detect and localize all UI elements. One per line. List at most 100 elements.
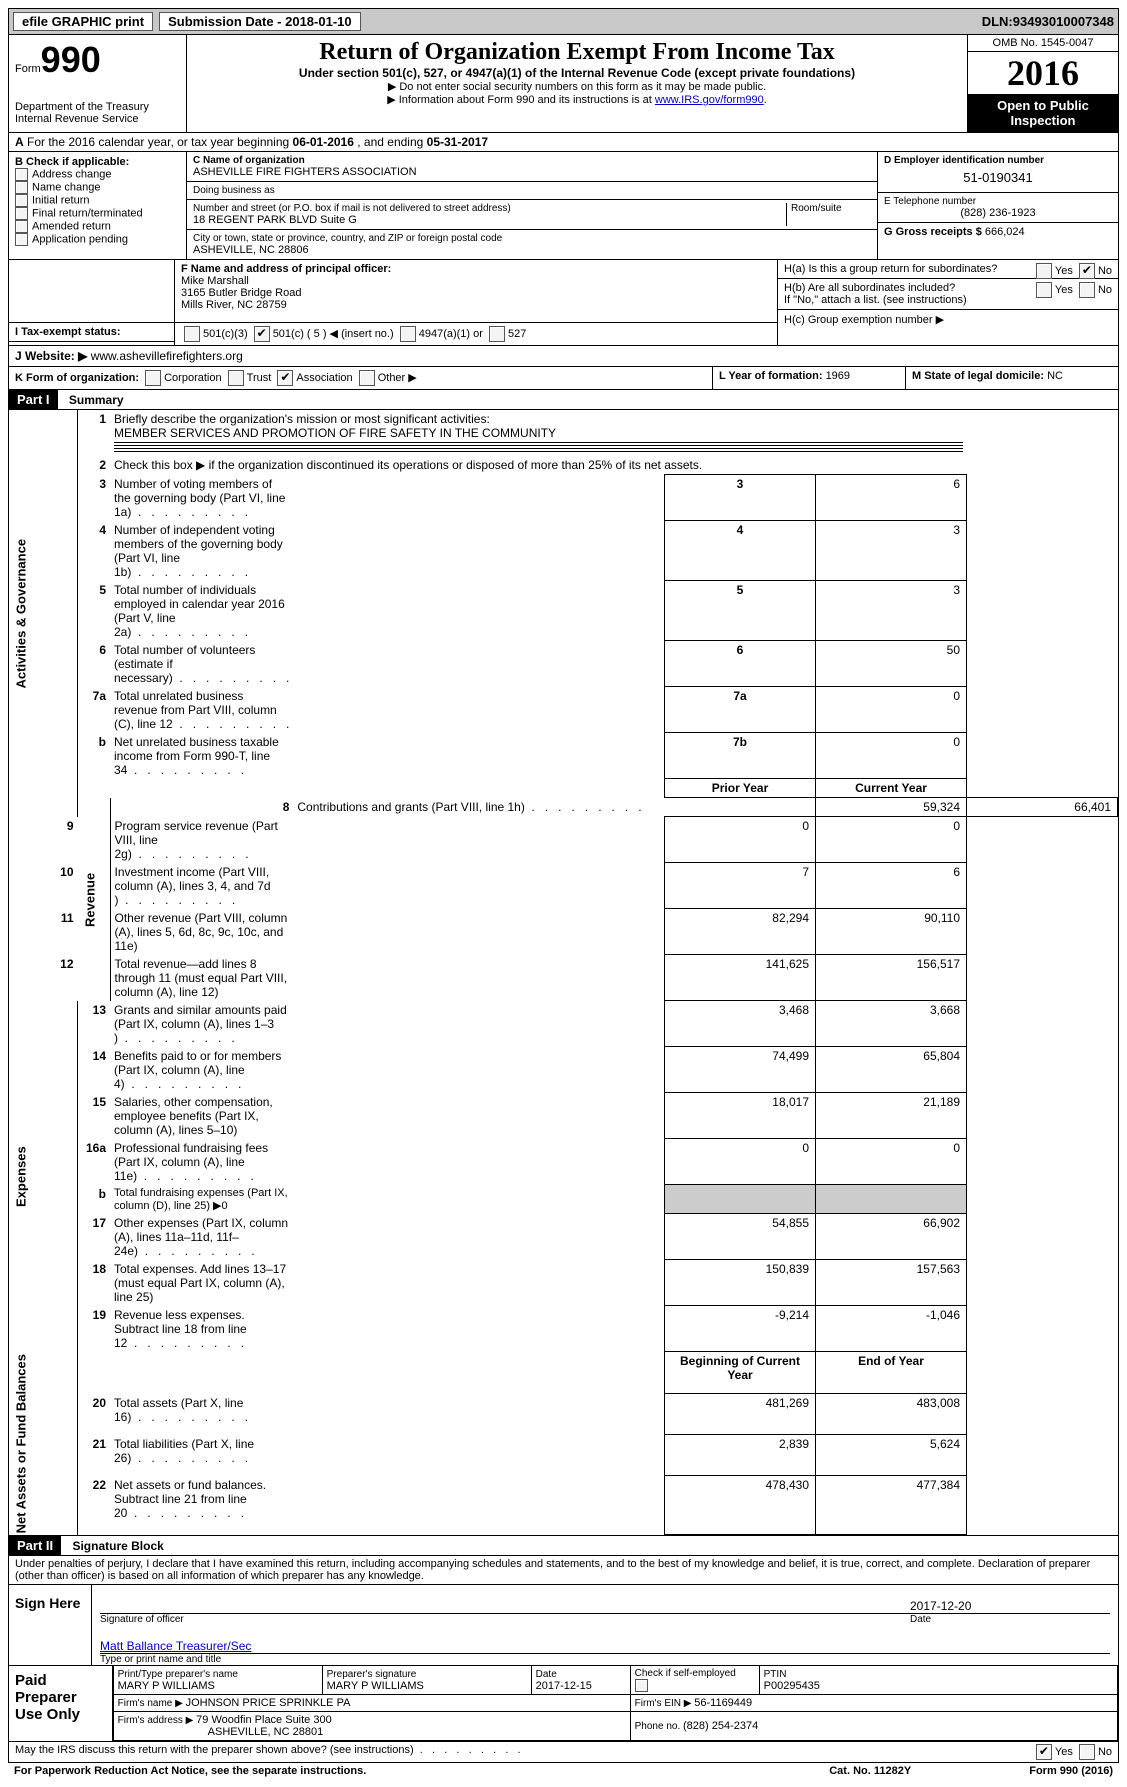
efile-pill: efile GRAPHIC print xyxy=(13,12,153,31)
na-row: 20Total assets (Part X, line 16)481,2694… xyxy=(9,1394,1118,1435)
part1-title: Summary xyxy=(61,393,124,407)
b-item: Final return/terminated xyxy=(15,207,180,220)
checkbox-name[interactable] xyxy=(15,181,28,194)
part1-label: Part I xyxy=(9,390,58,409)
ag-row: 3Number of voting members of the governi… xyxy=(9,475,1118,521)
header-left: Form990 Department of the Treasury Inter… xyxy=(9,35,187,132)
paid-preparer-label: Paid Preparer Use Only xyxy=(9,1666,113,1741)
irs-link[interactable]: www.IRS.gov/form990 xyxy=(655,94,764,106)
chk-4947[interactable] xyxy=(400,326,416,342)
org-name: ASHEVILLE FIRE FIGHTERS ASSOCIATION xyxy=(193,166,871,178)
na-row: 22Net assets or fund balances. Subtract … xyxy=(9,1476,1118,1535)
h-c: H(c) Group exemption number ▶ xyxy=(778,310,1118,329)
header-mid: Return of Organization Exempt From Incom… xyxy=(187,35,967,132)
chk-ha-yes[interactable] xyxy=(1036,263,1052,279)
chk-hb-yes[interactable] xyxy=(1036,282,1052,298)
dln-value: 93493010007348 xyxy=(1013,14,1114,29)
ag-row: 7aTotal unrelated business revenue from … xyxy=(9,687,1118,733)
exp-row: 18Total expenses. Add lines 13–17 (must … xyxy=(9,1260,1118,1306)
sign-here-block: Sign Here 2017-12-20 Signature of office… xyxy=(8,1585,1119,1666)
firm-ein: 56-1169449 xyxy=(694,1697,752,1709)
firm-addr: 79 Woodfin Place Suite 300 xyxy=(196,1714,332,1726)
gross-value: 666,024 xyxy=(985,226,1025,238)
b-label: B Check if applicable: xyxy=(15,156,180,168)
part1-body: Activities & Governance 1 Briefly descri… xyxy=(8,410,1119,1536)
preparer-name: MARY P WILLIAMS xyxy=(118,1680,318,1692)
chk-hb-no[interactable] xyxy=(1079,282,1095,298)
checkbox-initial[interactable] xyxy=(15,194,28,207)
line-a: A For the 2016 calendar year, or tax yea… xyxy=(8,133,1119,152)
part2-header: Part II Signature Block xyxy=(8,1536,1119,1556)
b-item: Amended return xyxy=(15,220,180,233)
tel-value: (828) 236-1923 xyxy=(884,207,1112,219)
chk-assoc[interactable] xyxy=(277,370,293,386)
officer-typed-name[interactable]: Matt Ballance Treasurer/Sec xyxy=(100,1639,251,1653)
submission-date-pill: Submission Date - 2018-01-10 xyxy=(159,12,361,31)
firm-phone: (828) 254-2374 xyxy=(683,1720,758,1732)
section-bcd: B Check if applicable: Address change Na… xyxy=(8,152,1119,260)
chk-selfemp[interactable] xyxy=(635,1679,648,1692)
chk-ha-no[interactable] xyxy=(1079,263,1095,279)
room-label: Room/suite xyxy=(791,203,871,214)
year-header-row: Prior YearCurrent Year xyxy=(9,779,1118,798)
org-address: 18 REGENT PARK BLVD Suite G xyxy=(193,214,786,226)
column-d: D Employer identification number 51-0190… xyxy=(877,152,1118,259)
cat-no: Cat. No. 11282Y xyxy=(829,1765,1029,1777)
date-cap: Date xyxy=(910,1614,1110,1625)
col-i-left: I Tax-exempt status: xyxy=(9,260,175,345)
chk-trust[interactable] xyxy=(228,370,244,386)
sign-here-label: Sign Here xyxy=(9,1585,92,1665)
checkbox-final[interactable] xyxy=(15,207,28,220)
chk-corp[interactable] xyxy=(145,370,161,386)
form-990: 990 xyxy=(41,39,101,80)
chk-501c[interactable] xyxy=(254,326,270,342)
form-header: Form990 Department of the Treasury Inter… xyxy=(8,35,1119,133)
k-label: K Form of organization: xyxy=(15,372,139,384)
line-a-mid: , and ending xyxy=(357,135,426,149)
checkbox-amended[interactable] xyxy=(15,220,28,233)
submission-date-label: Submission Date - xyxy=(168,14,285,29)
chk-discuss-yes[interactable] xyxy=(1036,1744,1052,1760)
j-website-row: J Website: ▶ www.ashevillefirefighters.o… xyxy=(8,346,1119,367)
form-number: Form990 xyxy=(15,39,180,81)
checkbox-addr[interactable] xyxy=(15,168,28,181)
chk-501c3[interactable] xyxy=(184,326,200,342)
signature-line[interactable]: 2017-12-20 xyxy=(100,1587,1110,1614)
line1: Briefly describe the organization's miss… xyxy=(110,410,967,456)
j-label: J Website: ▶ xyxy=(15,349,87,363)
addr-label: Number and street (or P.O. box if mail i… xyxy=(193,203,786,214)
efile-top-bar: efile GRAPHIC print Submission Date - 20… xyxy=(8,8,1119,35)
exp-row: 17Other expenses (Part IX, column (A), l… xyxy=(9,1214,1118,1260)
sig-date-val: 2017-12-20 xyxy=(910,1599,1110,1613)
k-form-org: K Form of organization: Corporation Trus… xyxy=(9,367,713,389)
b-item: Initial return xyxy=(15,194,180,207)
na-row: 21Total liabilities (Part X, line 26)2,8… xyxy=(9,1435,1118,1476)
checkbox-app[interactable] xyxy=(15,233,28,246)
chk-discuss-no[interactable] xyxy=(1079,1744,1095,1760)
chk-527[interactable] xyxy=(489,326,505,342)
city-label: City or town, state or province, country… xyxy=(193,233,871,244)
part1-header: Part I Summary xyxy=(8,390,1119,410)
b-item: Application pending xyxy=(15,233,180,246)
open-public-badge: Open to Public Inspection xyxy=(968,94,1118,132)
exp-row: 15Salaries, other compensation, employee… xyxy=(9,1093,1118,1139)
b-item: Address change xyxy=(15,168,180,181)
side-label-rev: Revenue xyxy=(78,798,111,1001)
column-c: C Name of organization ASHEVILLE FIRE FI… xyxy=(187,152,877,259)
ein-label: D Employer identification number xyxy=(884,155,1112,166)
exp-row: bTotal fundraising expenses (Part IX, co… xyxy=(9,1185,1118,1214)
submission-date: 2018-01-10 xyxy=(285,14,352,29)
officer-name: Mike Marshall xyxy=(181,275,771,287)
ag-row: 4Number of independent voting members of… xyxy=(9,521,1118,581)
tel-label: E Telephone number xyxy=(884,196,1112,207)
firm-name: JOHNSON PRICE SPRINKLE PA xyxy=(186,1697,351,1709)
h-b: H(b) Are all subordinates included? Yes … xyxy=(778,279,1118,310)
tax-year: 2016 xyxy=(968,52,1118,94)
line-a-letter: A xyxy=(15,135,24,149)
note-ssn: ▶ Do not enter social security numbers o… xyxy=(195,80,959,93)
ag-row: 5Total number of individuals employed in… xyxy=(9,581,1118,641)
c-label: C Name of organization xyxy=(193,155,871,166)
header-right: OMB No. 1545-0047 2016 Open to Public In… xyxy=(967,35,1118,132)
chk-other[interactable] xyxy=(359,370,375,386)
part2-title: Signature Block xyxy=(64,1539,163,1553)
